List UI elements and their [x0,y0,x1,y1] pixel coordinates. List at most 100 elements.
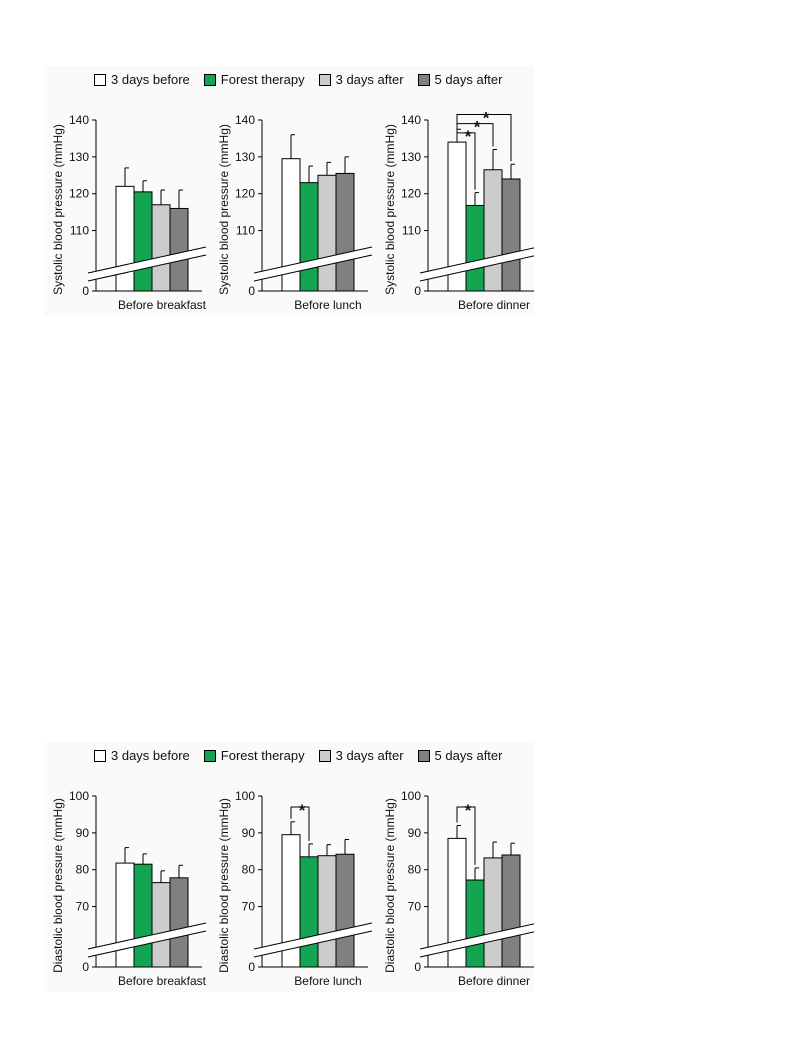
diastolic-charts: 0 70 80 90 100 Diastolic blood pressure (mmHg… [51,789,534,988]
bar [169,877,189,968]
bar [115,862,135,968]
legend: 3 days before Forest therapy 3 days afte… [94,72,502,87]
y-tick-label: 120 [401,187,421,201]
legend-swatch [417,73,430,86]
axis-break-band [88,247,206,281]
y-tick-label: 70 [242,900,256,914]
significance-marker: * [465,801,472,820]
chart-category-label: Before lunch [294,298,361,312]
bar [317,855,337,968]
legend-item-3-days-before: 3 days before [94,72,190,87]
chart-category-label: Before breakfast [118,974,207,988]
bar [151,204,171,292]
axis-break-band [254,923,372,957]
bar [133,863,153,968]
significance-bracket [456,126,476,190]
legend-label: 5 days after [434,72,503,87]
y-axis-label: Diastolic blood pressure (mmHg) [217,798,231,973]
bar [151,882,171,968]
y-tick-label: 70 [408,900,422,914]
legend-label: 3 days after [335,748,404,763]
y-tick-label: 130 [235,150,255,164]
legend-item-5-days-after: 5 days after [417,72,503,87]
bar [133,191,153,292]
bar [115,185,135,292]
y-tick-label: 90 [408,826,422,840]
axis-break-band [420,247,534,281]
legend-swatch [417,749,430,762]
significance-bracket [456,806,476,865]
bar [335,853,355,968]
bar [299,856,319,968]
y-tick-label: 80 [408,863,422,877]
y-tick-label: 110 [402,224,421,238]
axis-break-line [87,254,207,282]
legend-swatch [94,749,106,762]
axis-break-line [253,254,373,282]
chart-5: 0 70 80 90 100 Diastolic blood pressure (mmHg… [383,789,534,988]
bar [299,182,319,292]
diastolic-figure: 3 days before Forest therapy 3 days afte… [44,742,534,992]
systolic-figure: 3 days before Forest therapy 3 days afte… [44,66,534,316]
bar [501,178,521,292]
axis-break-line [87,922,207,950]
bar [335,172,355,292]
y-tick-label: 100 [235,789,255,803]
legend-label: 3 days before [111,748,190,763]
legend-item-3-days-after: 3 days after [318,748,404,763]
legend-item-3-days-before: 3 days before [94,748,190,763]
y-tick-label: 100 [401,789,421,803]
chart-2: 0 110 120 130 140 Systolic blood pressure (mm… [383,108,534,312]
y-tick-label: 70 [76,900,90,914]
legend-label: Forest therapy [220,72,305,87]
axis-break-band [254,247,372,281]
y-axis-label: Diastolic blood pressure (mmHg) [383,798,397,973]
y-tick-label: 0 [248,284,255,298]
significance-bracket [456,113,512,162]
systolic-charts: 0 110 120 130 140 Systolic blood pressure (mm… [51,108,534,312]
axis-break-line [419,247,534,274]
y-tick-label: 120 [235,187,255,201]
bar [483,169,503,292]
chart-category-label: Before dinner [458,974,530,988]
legend-swatch [203,749,216,762]
axis-break-line [253,246,373,274]
legend-swatch [318,749,331,762]
y-axis-label: Systolic blood pressure (mmHg) [217,124,231,295]
chart-1: 0 110 120 130 140 Systolic blood pressure (mm… [217,113,373,312]
chart-0: 0 110 120 130 140 Systolic blood pressure (mm… [51,113,207,312]
legend-item-3-days-after: 3 days after [318,72,404,87]
y-tick-label: 130 [401,150,421,164]
bar [317,174,337,292]
y-tick-label: 110 [236,224,255,238]
legend-label: 3 days after [335,72,404,87]
y-tick-label: 0 [248,960,255,974]
chart-category-label: Before dinner [458,298,530,312]
axis-break-line [253,930,373,958]
axis-break-line [87,246,207,274]
y-tick-label: 140 [235,113,255,127]
y-tick-label: 130 [69,150,89,164]
legend-swatch [94,73,106,86]
y-tick-label: 0 [414,284,421,298]
y-tick-label: 0 [82,284,89,298]
y-tick-label: 90 [242,826,256,840]
axis-break-line [419,255,534,282]
legend-label: Forest therapy [220,748,305,763]
bar [465,879,485,968]
chart-category-label: Before breakfast [118,298,207,312]
legend-label: 5 days after [434,748,503,763]
y-tick-label: 0 [82,960,89,974]
significance-marker: * [299,801,306,820]
bar [169,207,189,292]
significance-marker: * [483,108,490,127]
legend-item-forest-therapy: Forest therapy [203,72,305,87]
legend-item-5-days-after: 5 days after [417,748,503,763]
legend-swatch [318,73,331,86]
chart-category-label: Before lunch [294,974,361,988]
axis-break-band [88,923,206,957]
y-axis-label: Systolic blood pressure (mmHg) [51,124,65,295]
y-axis-label: Diastolic blood pressure (mmHg) [51,798,65,973]
significance-bracket [290,806,310,841]
legend-item-forest-therapy: Forest therapy [203,748,305,763]
